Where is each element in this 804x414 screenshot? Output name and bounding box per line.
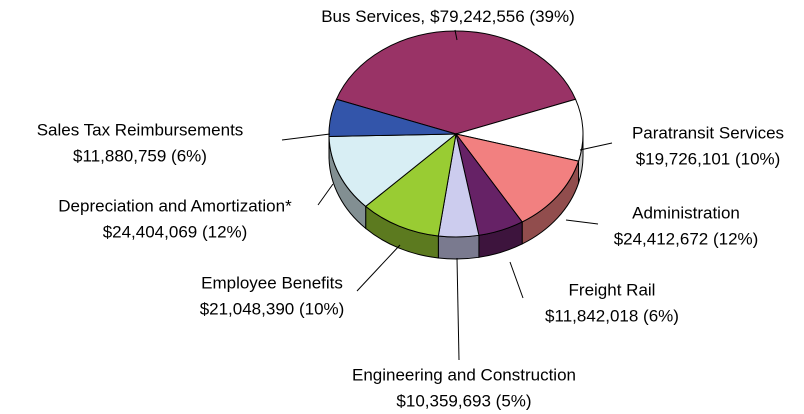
slice-label: Bus Services, $79,242,556 (39%) [321,7,575,26]
slice [328,133,458,208]
category-label: Depreciation and Amortization* [58,196,292,215]
slice [455,98,584,162]
slice [335,30,577,135]
category-label: Administration [632,203,740,222]
leader-line [565,219,599,225]
value-label: $11,880,759 (6%) [73,146,207,165]
slice [328,98,457,137]
leader-line [579,142,613,151]
value-label: $24,404,069 (12%) [103,222,248,241]
category-label: Sales Tax Reimbursements [37,120,244,139]
leader-line [454,29,458,41]
leader-line [281,133,331,141]
slice [364,132,457,237]
slice-side [437,234,480,260]
category-label: Engineering and Construction [352,365,576,384]
value-label: $21,048,390 (10%) [200,299,345,318]
slice [454,133,580,223]
value-label: $10,359,693 (5%) [396,391,531,410]
value-label: $24,412,672 (12%) [614,229,759,248]
leader-line [509,261,524,299]
leader-line [356,244,401,292]
category-label: Bus Services, [321,7,425,26]
category-label: Paratransit Services [632,123,784,142]
leader-line [317,183,334,206]
leader-line [456,257,460,361]
value-label: $79,242,556 (39%) [430,7,575,26]
value-label: $11,842,018 (6%) [545,306,679,325]
value-label: $19,726,101 (10%) [636,149,781,168]
category-label: Employee Benefits [201,273,343,292]
category-label: Freight Rail [569,280,656,299]
